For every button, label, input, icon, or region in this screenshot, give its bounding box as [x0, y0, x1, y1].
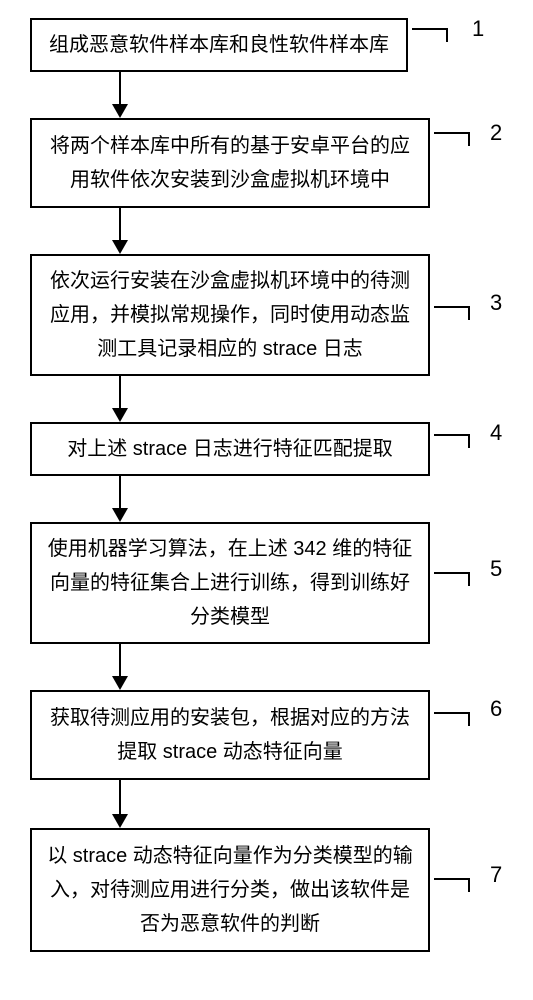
step-label-7: 7 [490, 862, 502, 888]
arrow-shaft-3 [119, 376, 121, 408]
step-box-7: 以 strace 动态特征向量作为分类模型的输入，对待测应用进行分类，做出该软件… [30, 828, 430, 952]
step-box-6: 获取待测应用的安装包，根据对应的方法提取 strace 动态特征向量 [30, 690, 430, 780]
step-label-2: 2 [490, 120, 502, 146]
arrow-head-icon-6 [112, 814, 128, 828]
leader-line-2 [434, 132, 470, 146]
arrow-shaft-6 [119, 780, 121, 814]
step-box-2: 将两个样本库中所有的基于安卓平台的应用软件依次安装到沙盒虚拟机环境中 [30, 118, 430, 208]
step-label-3: 3 [490, 290, 502, 316]
step-label-1: 1 [472, 16, 484, 42]
step-box-1: 组成恶意软件样本库和良性软件样本库 [30, 18, 408, 72]
step-text: 将两个样本库中所有的基于安卓平台的应用软件依次安装到沙盒虚拟机环境中 [46, 129, 414, 197]
step-text: 获取待测应用的安装包，根据对应的方法提取 strace 动态特征向量 [46, 701, 414, 769]
step-text: 对上述 strace 日志进行特征匹配提取 [67, 432, 393, 466]
step-box-5: 使用机器学习算法，在上述 342 维的特征向量的特征集合上进行训练，得到训练好分… [30, 522, 430, 644]
step-text: 依次运行安装在沙盒虚拟机环境中的待测应用，并模拟常规操作，同时使用动态监测工具记… [46, 264, 414, 366]
step-text: 以 strace 动态特征向量作为分类模型的输入，对待测应用进行分类，做出该软件… [46, 839, 414, 941]
leader-line-5 [434, 572, 470, 586]
arrow-head-icon-1 [112, 104, 128, 118]
arrow-head-icon-3 [112, 408, 128, 422]
step-label-6: 6 [490, 696, 502, 722]
leader-line-6 [434, 712, 470, 726]
arrow-shaft-2 [119, 208, 121, 240]
step-text: 组成恶意软件样本库和良性软件样本库 [49, 28, 389, 62]
step-label-5: 5 [490, 556, 502, 582]
arrow-head-icon-4 [112, 508, 128, 522]
step-box-3: 依次运行安装在沙盒虚拟机环境中的待测应用，并模拟常规操作，同时使用动态监测工具记… [30, 254, 430, 376]
arrow-head-icon-5 [112, 676, 128, 690]
arrow-shaft-1 [119, 72, 121, 104]
leader-line-4 [434, 434, 470, 448]
step-text: 使用机器学习算法，在上述 342 维的特征向量的特征集合上进行训练，得到训练好分… [46, 532, 414, 634]
arrow-shaft-4 [119, 476, 121, 508]
leader-line-1 [412, 28, 448, 42]
flowchart-container: 组成恶意软件样本库和良性软件样本库 1 将两个样本库中所有的基于安卓平台的应用软件依… [0, 0, 533, 1000]
arrow-head-icon-2 [112, 240, 128, 254]
step-box-4: 对上述 strace 日志进行特征匹配提取 [30, 422, 430, 476]
arrow-shaft-5 [119, 644, 121, 676]
leader-line-3 [434, 306, 470, 320]
leader-line-7 [434, 878, 470, 892]
step-label-4: 4 [490, 420, 502, 446]
